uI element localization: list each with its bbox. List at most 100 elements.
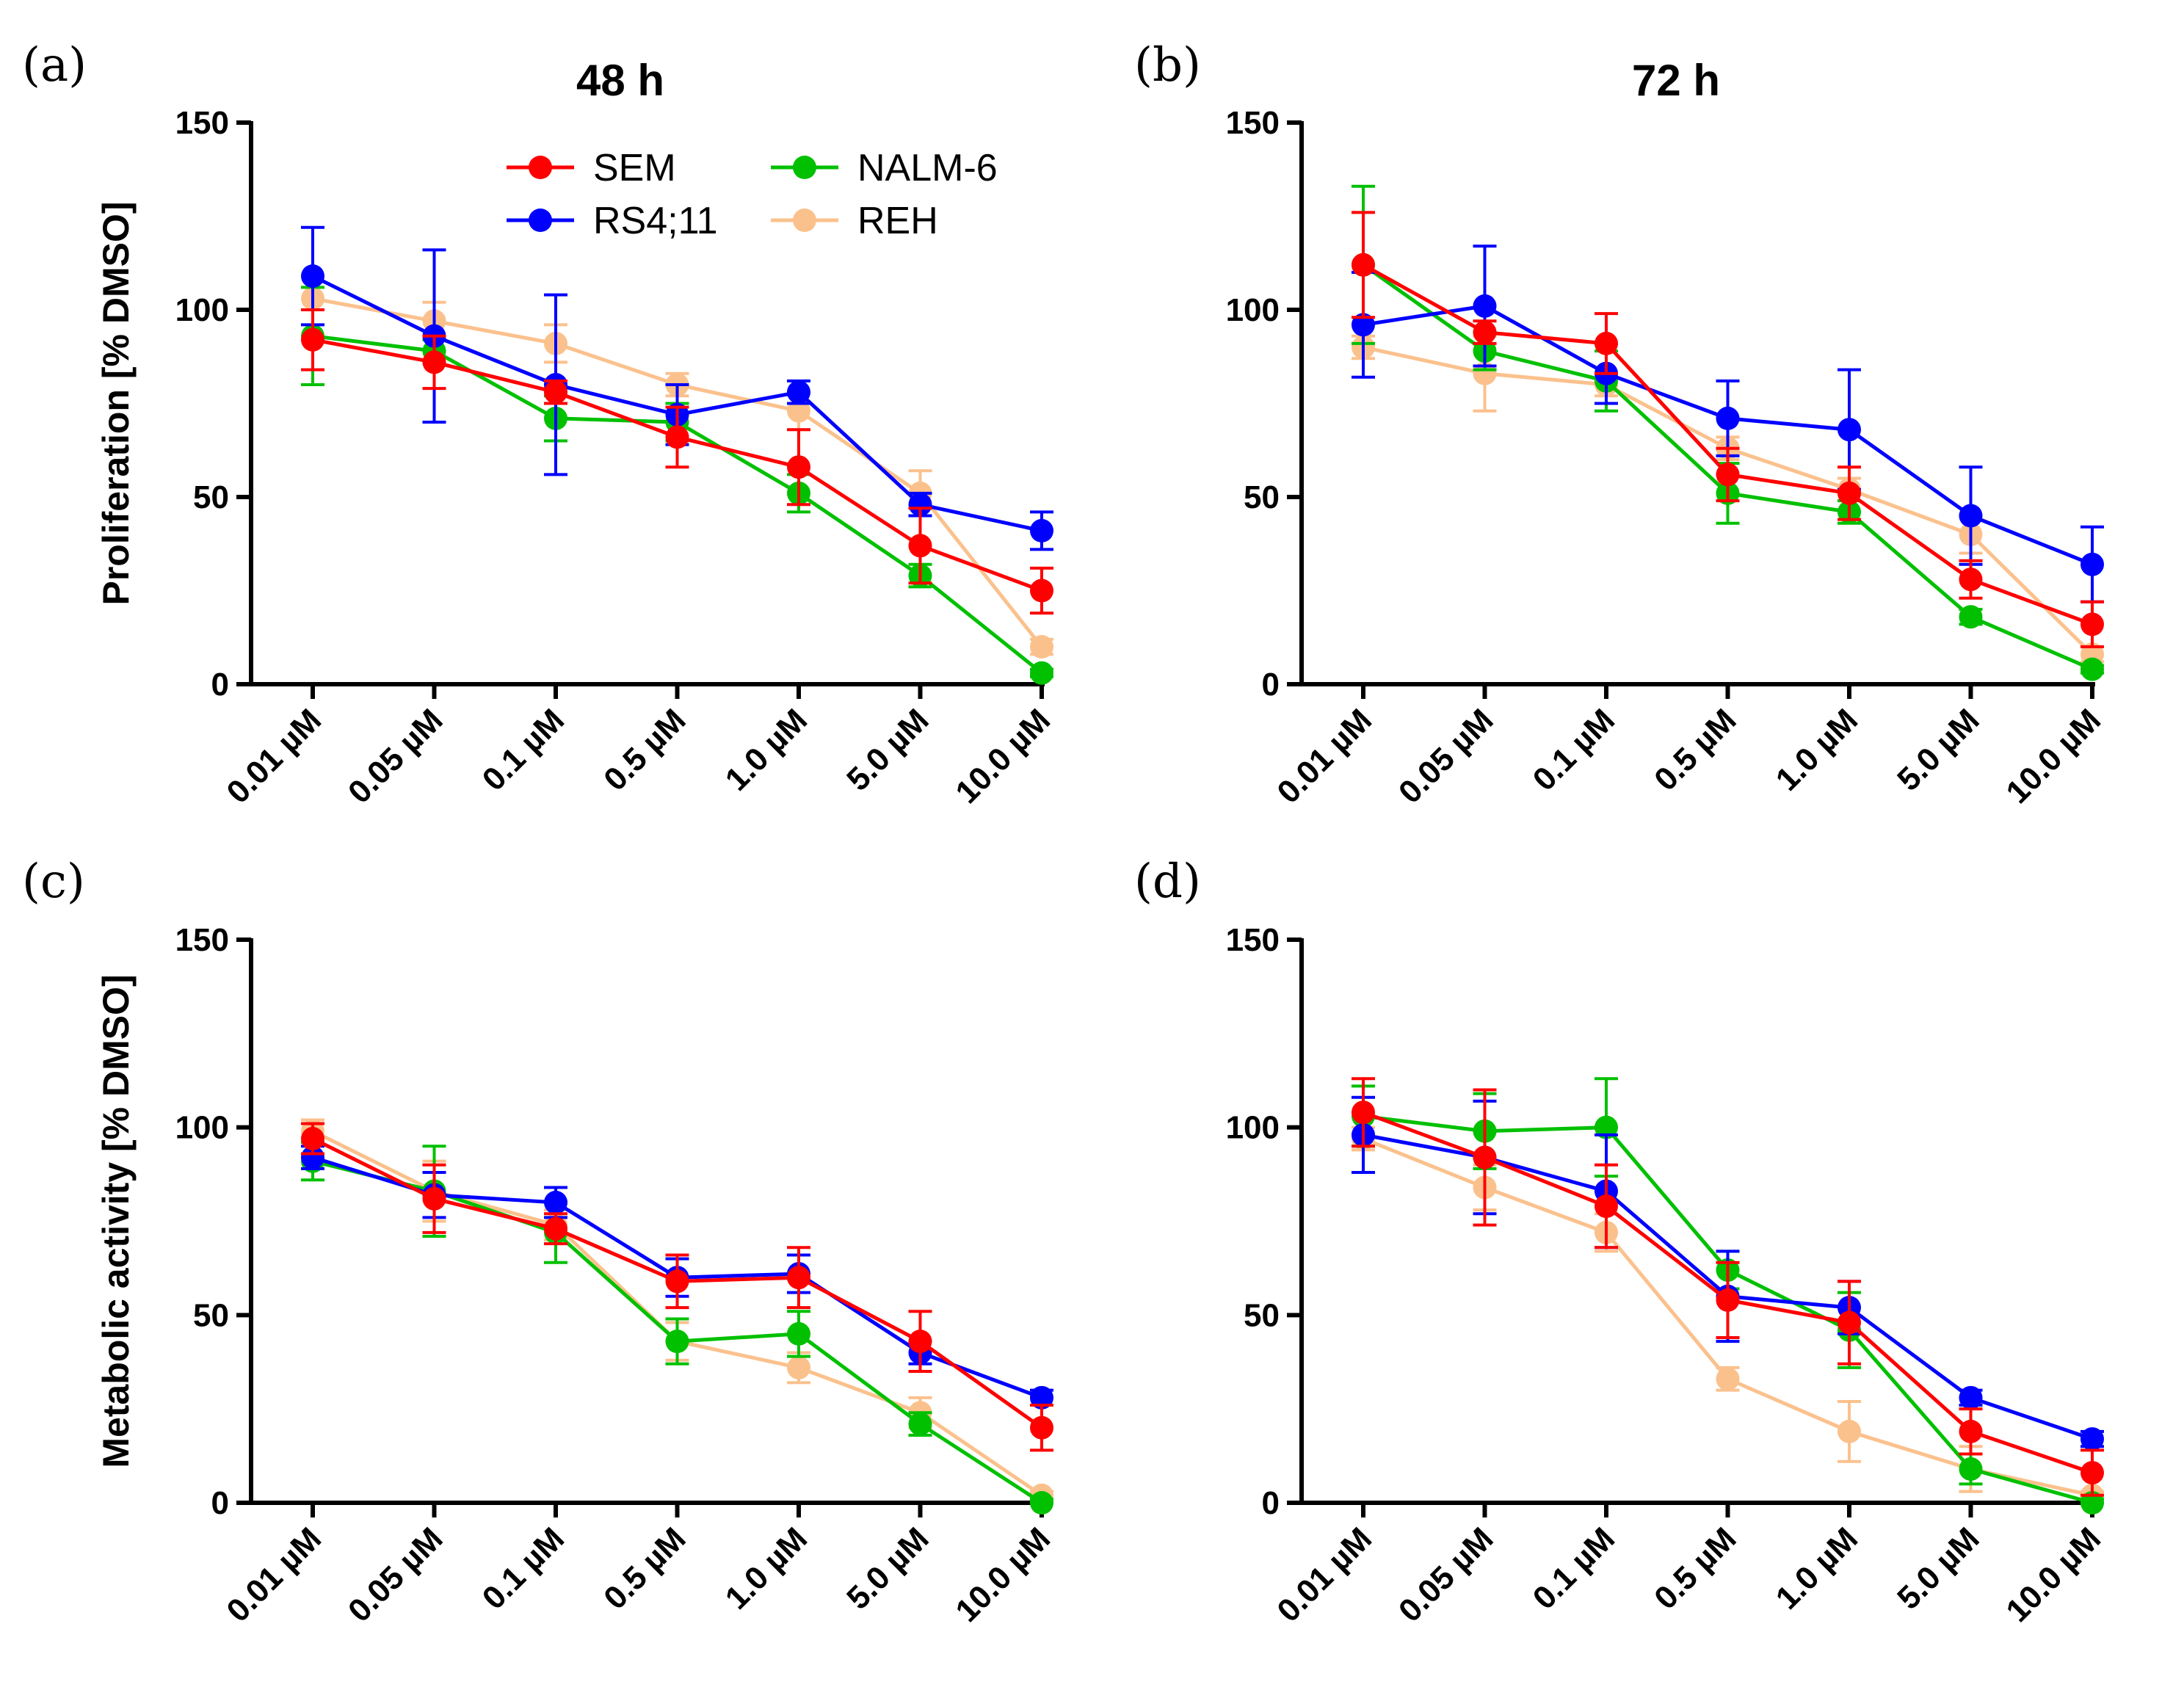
x-tick-label: 0.01 µM [1270,1520,1379,1629]
data-point [544,380,567,405]
legend-item-rs4-11: RS4;11 [507,200,718,242]
y-tick-label: 100 [1226,1110,1280,1146]
x-tick-label: 0.5 µM [1647,1520,1743,1616]
y-tick-label: 50 [193,479,229,515]
x-tick-label: 0.1 µM [476,702,571,797]
series-sem [301,308,1053,615]
panel-letter: (a) [22,38,87,93]
data-point [1837,1310,1861,1335]
y-tick-label: 150 [175,105,229,141]
data-point [665,1330,689,1354]
panel-letter: (d) [1134,855,1201,909]
y-tick-label: 0 [1262,667,1280,703]
series-sem [1352,1077,2104,1497]
y-tick-label: 150 [1226,105,1280,141]
legend-marker [529,156,552,179]
panel-letter: (c) [22,855,85,909]
data-point [787,1321,810,1346]
data-point [1716,1367,1740,1391]
panel-a: (a) 48 h Proliferation [% DMSO] 0 50 100 150 0.… [22,38,1057,810]
x-tick-label: 0.01 µM [220,1520,328,1629]
data-point [1030,635,1053,659]
data-point [787,1355,810,1379]
x-tick-label: 0.05 µM [1392,702,1501,810]
x-tick-label: 0.05 µM [341,702,450,810]
x-tick-label: 10.0 µM [948,1520,1057,1629]
x-tick-label: 0.01 µM [220,702,328,810]
x-tick-label: 10.0 µM [948,702,1057,810]
data-point [665,425,689,449]
legend-item-reh: REH [771,200,938,242]
y-axis-label: Metabolic activity [% DMSO] [95,974,137,1468]
x-tick-label: 0.5 µM [597,1520,692,1616]
legend: SEM RS4;11 NALM-6 REH [507,147,998,242]
series-nalm-6 [301,1141,1053,1515]
data-point [1473,361,1497,385]
x-tick-label: 5.0 µM [1890,702,1986,797]
panel-c: (c) Metabolic activity [% DMSO] 0 50 100 150 0… [22,855,1057,1629]
data-point [908,1412,932,1436]
data-point [2080,1427,2104,1451]
data-point [787,1266,810,1290]
chart-title: 48 h [576,56,664,105]
data-point [1352,313,1375,337]
data-point [665,1269,689,1294]
legend-marker [529,208,552,232]
data-point [1352,1100,1375,1125]
data-point [787,380,810,405]
legend-label: SEM [593,147,676,189]
x-tick-label: 1.0 µM [1769,1520,1865,1616]
data-point [1595,1194,1618,1219]
data-point [787,455,810,479]
series-sem [301,1122,1053,1452]
panel-d: (d) 0 50 100 150 0.01 µM 0.05 µM 0.1 µM 0.5 µM 1.… [1134,855,2108,1629]
data-point [1030,1491,1053,1515]
series-sem [1352,211,2104,648]
data-point [2080,1491,2104,1515]
legend-marker [793,208,816,232]
data-point [1595,1115,1618,1139]
data-point [1473,320,1497,344]
data-point [1959,567,1983,592]
data-point [1473,1145,1497,1169]
y-tick-label: 50 [1244,479,1280,515]
legend-item-nalm-6: NALM-6 [771,147,998,189]
x-tick-label: 0.05 µM [341,1520,450,1629]
panel-b: (b) 72 h 0 50 100 150 0.01 µM 0.05 µM 0.1 µM 0.5 … [1134,38,2108,810]
data-point [1473,294,1497,318]
x-tick-label: 1.0 µM [1769,702,1865,797]
data-point [1716,406,1740,430]
y-tick-label: 100 [175,1110,229,1146]
x-tick-label: 0.01 µM [1270,702,1379,810]
data-point [908,493,932,517]
data-point [301,1145,324,1169]
data-point [301,1127,324,1151]
data-point [544,1190,567,1214]
x-tick-label: 5.0 µM [1890,1520,1986,1616]
x-tick-label: 0.1 µM [1526,702,1622,797]
y-tick-label: 150 [1226,922,1280,958]
data-point [1030,1415,1053,1440]
chart-title: 72 h [1632,56,1720,105]
series-rs4-11 [1352,244,2104,603]
x-tick-label: 0.5 µM [1647,702,1743,797]
data-point [1837,481,1861,505]
data-point [1030,518,1053,543]
data-point [301,264,324,289]
data-point [1030,661,1053,685]
data-point [1595,331,1618,355]
data-point [422,1186,446,1211]
data-point [1030,1385,1053,1410]
series-nalm-6 [301,286,1053,685]
y-tick-label: 100 [1226,292,1280,328]
x-tick-label: 10.0 µM [1999,702,2108,810]
x-tick-label: 0.5 µM [597,702,692,797]
data-point [544,1216,567,1241]
data-point [422,350,446,374]
data-point [1352,253,1375,277]
data-point [1716,463,1740,487]
y-tick-label: 100 [175,292,229,328]
data-point [787,399,810,423]
data-point [301,327,324,352]
